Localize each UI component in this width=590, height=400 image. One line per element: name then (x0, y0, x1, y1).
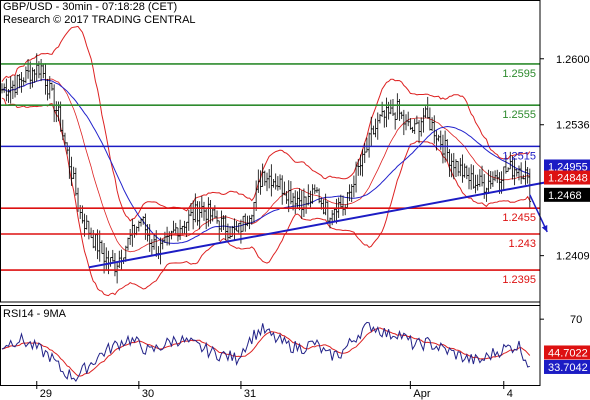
lower-band (1, 97, 531, 297)
price-tick-label: 1.2536 (556, 120, 590, 132)
time-tick-label: 30 (142, 388, 154, 400)
arrow-head (541, 224, 548, 232)
trendline-segment (88, 181, 546, 269)
rsi-tag-label: 33.7042 (548, 362, 588, 374)
rsi-title: RSI14 - 9MA (3, 308, 67, 320)
chart-frame (0, 0, 541, 386)
time-axis: 29 30 31 Apr 4 (36, 381, 513, 400)
upper-band (1, 25, 531, 222)
rsi-tick-label: 70 (570, 314, 582, 326)
rsi-line (1, 321, 530, 383)
rsi-tag (544, 359, 590, 374)
ma-line (1, 79, 531, 244)
moving-average (1, 79, 531, 244)
price-tag-label: 1.24848 (548, 173, 588, 185)
price-tag (544, 187, 590, 202)
price-bars (0, 53, 532, 284)
level-label: 1.243 (508, 238, 536, 250)
level-label: 1.2455 (502, 212, 536, 224)
arrow-shaft (529, 194, 548, 233)
price-tag (544, 170, 590, 185)
chart-subtitle: Research © 2017 TRADING CENTRAL (3, 14, 196, 26)
rsi-panel: RSI14 - 9MA 70 44.7022 33.7042 (1, 308, 590, 383)
level-label: 1.2515 (502, 150, 536, 162)
middle-band (1, 78, 530, 253)
forecast-arrow (529, 194, 548, 233)
time-tick-label: 4 (507, 388, 513, 400)
level-label: 1.2395 (502, 274, 536, 286)
price-axis: 1.2600 1.2536 1.2409 (539, 0, 590, 386)
support-resistance-levels: 1.2595 1.2555 1.2515 1.2455 1.243 1.2395 (1, 63, 540, 286)
price-tick-label: 1.2600 (556, 54, 590, 66)
time-tick-label: 29 (40, 388, 52, 400)
time-tick-label: Apr (413, 388, 430, 400)
rsi-tag (544, 345, 590, 360)
rsi-tag-label: 44.7022 (548, 347, 588, 359)
level-label: 1.2595 (502, 68, 536, 80)
rsi-panel-border (0, 305, 541, 386)
trendline (88, 181, 546, 269)
bollinger-bands (1, 25, 531, 297)
level-label: 1.2555 (502, 109, 536, 121)
price-tag-label: 1.24955 (548, 161, 588, 173)
price-tag (544, 159, 590, 174)
price-panel-border (0, 0, 541, 303)
chart-title: GBP/USD - 30min - 07:18:28 (CET) (3, 1, 178, 13)
price-tag-label: 1.2468 (548, 190, 582, 202)
price-tick-label: 1.2409 (556, 251, 590, 263)
time-tick-label: 31 (244, 388, 256, 400)
